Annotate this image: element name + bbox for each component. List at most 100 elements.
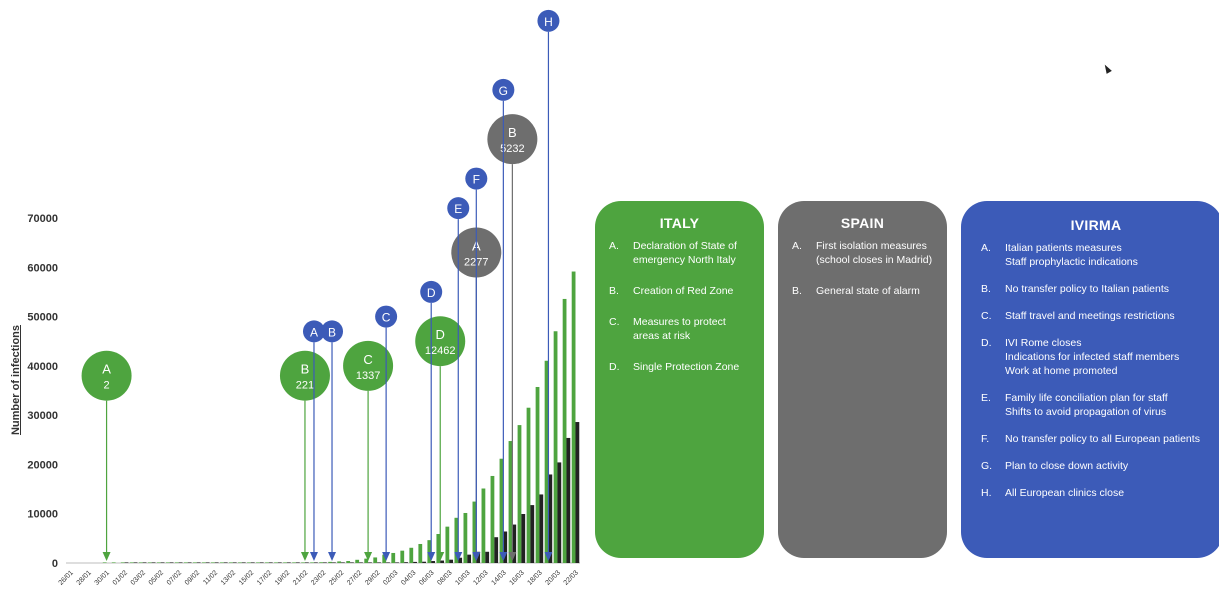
bar-italy [220,562,224,563]
bar-spain [485,551,490,563]
annotation-letter: C [363,352,372,367]
annotation-arrow [436,552,445,561]
annotation-value: 12462 [425,345,456,357]
bar-spain [503,531,508,563]
bar-italy [346,561,351,563]
x-tick-label: 16/03 [508,569,525,586]
measure-letter: B. [981,283,991,295]
y-tick-label: 60000 [27,262,58,274]
infections-chart: 0 10000 20000 30000 40000 50000 60000 70000 26/0… [27,9,580,587]
bar-italy [535,386,540,563]
annotation-marker-ivirma [465,167,488,190]
measure-item: E. Family life conciliation plan for staf… [981,391,1211,419]
annotation-marker-ivirma [302,320,325,343]
x-tick-label: 08/03 [436,569,453,586]
x-tick-label: 18/03 [526,569,543,586]
annotation-letter: F [473,173,480,187]
mouse-cursor-icon [1102,63,1112,74]
bar-italy [544,360,549,563]
ivirma-panel-title: IVIRMA [1070,217,1122,233]
bar-italy [102,562,107,563]
measure-letter: B. [609,285,619,297]
bar-italy [301,562,305,563]
bar-spain [196,562,201,563]
measure-letter: A. [981,242,991,254]
bar-italy [292,562,296,563]
annotation-arrow [544,552,553,561]
measure-text: No transfer policy to Italian patients [1005,282,1211,296]
y-tick-label: 50000 [27,312,58,324]
measure-text: IVI Rome closes Indications for infected … [1005,336,1211,378]
measure-text-line: Staff prophylactic indications [1005,256,1138,268]
annotation-letter: G [499,84,508,98]
x-tick-label: 13/02 [220,569,237,586]
measure-letter: D. [609,361,620,373]
measure-text-line: Indications for infected staff members [1005,351,1180,363]
annotation-arrow [427,552,436,561]
bar-italy [310,562,314,563]
measure-text-line: All European clinics close [1005,487,1125,499]
bar-spain [431,561,435,563]
annotation-marker-ivirma [375,305,398,328]
bar-italy [183,562,188,563]
annotation-value: 2 [104,380,110,392]
bar-spain [341,562,345,563]
italy-panel: ITALY A. Declaration of State of emergenc… [595,201,764,558]
bar-italy [481,488,486,563]
bar-spain [359,562,363,563]
bar-spain [539,494,544,563]
measure-letter: C. [609,316,620,328]
bar-spain [178,562,183,563]
bar-spain [476,551,481,563]
annotation-letter: B [301,362,310,377]
bar-italy [174,562,179,563]
bar-italy [454,517,459,563]
x-tick-label: 03/02 [130,569,147,586]
bar-italy [571,271,576,563]
bar-italy [256,562,260,563]
italy-measures-list: A. Declaration of State of emergency Nort… [609,239,750,374]
bar-italy [165,562,170,563]
bar-spain [187,562,192,563]
bar-spain [566,437,571,563]
bar-spain [521,514,526,563]
y-tick-label: 30000 [27,410,58,422]
annotation-arrow [309,552,318,561]
bar-spain [413,561,417,563]
measure-text-line: Measures to protect areas at risk [633,316,726,342]
spain-panel-title: SPAIN [840,215,885,231]
measure-text: Italian patients measures Staff prophylac… [1005,241,1211,269]
bar-italy [211,562,215,563]
chart-bars [102,271,580,563]
measure-text-line: Family life conciliation plan for staff [1005,392,1168,404]
bar-spain [241,562,246,563]
annotation-arrow [499,552,508,561]
annotation-marker-ivirma [537,9,560,32]
y-tick-label: 70000 [27,213,58,225]
annotation-letter: H [544,15,553,29]
x-tick-label: 11/02 [202,569,219,586]
measure-text-line: Declaration of State of emergency North … [633,240,737,266]
measure-item: A. First isolation measures (school close… [792,239,933,267]
bar-italy [129,562,134,563]
x-tick-label: 23/02 [310,569,327,586]
bar-italy [319,562,323,563]
measure-text-line: Staff travel and meetings restrictions [1005,310,1175,322]
bar-spain [304,562,309,563]
bar-spain [458,557,463,563]
bar-spain [250,562,255,563]
measure-item: B. General state of alarm [792,284,933,298]
measure-letter: H. [981,487,992,499]
measure-text-line: No transfer policy to all European patie… [1005,433,1200,445]
measure-text: Plan to close down activity [1005,459,1211,473]
bar-spain [494,537,499,563]
annotation-arrow [364,552,373,561]
x-tick-label: 27/02 [346,569,363,586]
bar-spain [223,562,228,563]
bar-spain [332,562,336,563]
x-tick-label: 09/02 [184,569,201,586]
bar-spain [169,562,174,563]
spain-panel: SPAIN A. First isolation measures (school… [778,201,947,558]
measure-text-line: Italian patients measures [1005,242,1122,254]
annotation-letter: B [328,325,336,339]
